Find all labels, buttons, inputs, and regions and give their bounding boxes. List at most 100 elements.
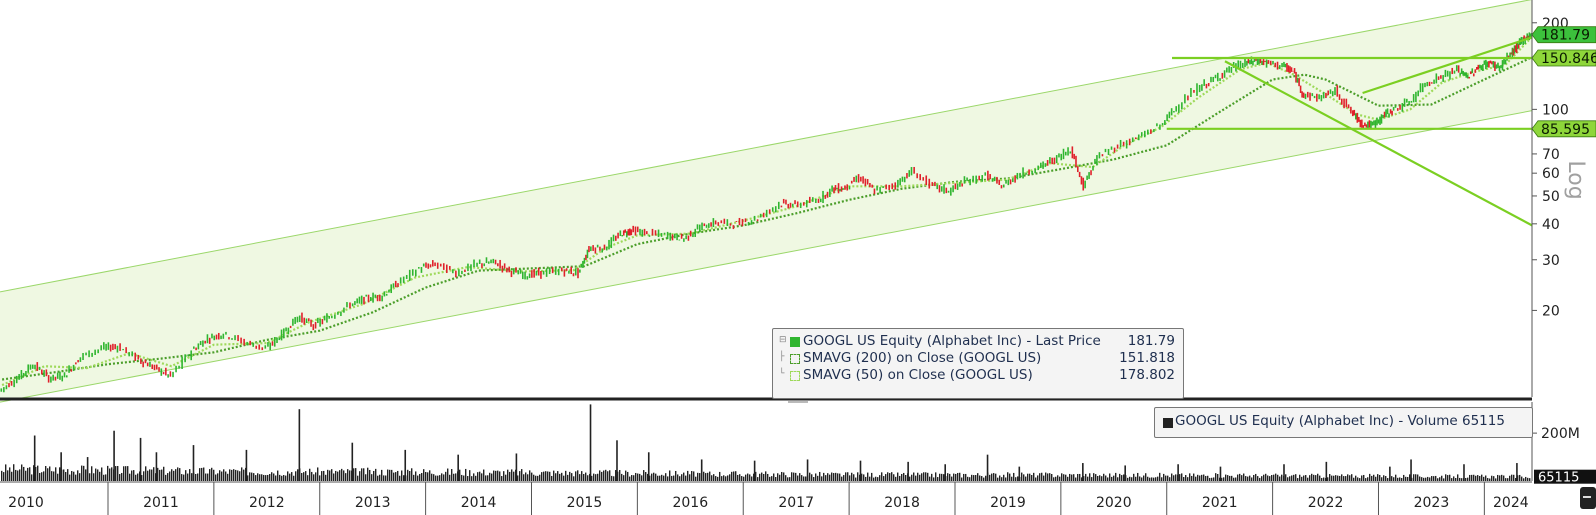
volume-bar	[49, 466, 51, 481]
volume-bar	[117, 465, 119, 481]
volume-bar	[3, 472, 5, 481]
volume-bar	[1485, 475, 1487, 481]
volume-bar	[527, 474, 529, 481]
volume-bar	[327, 469, 329, 481]
volume-bar	[447, 468, 449, 481]
volume-bar	[741, 476, 743, 481]
volume-bar	[693, 471, 695, 481]
volume-bar	[815, 473, 817, 481]
volume-bar	[559, 473, 561, 481]
volume-bar	[269, 474, 271, 481]
volume-bar	[911, 474, 913, 481]
volume-bar	[1475, 475, 1477, 481]
volume-bar	[479, 471, 481, 481]
volume-bar	[1261, 476, 1263, 481]
volume-bar	[1029, 473, 1031, 481]
price-tag-label: 85.595	[1541, 122, 1590, 138]
volume-bar	[1115, 472, 1117, 481]
volume-bar	[315, 472, 317, 481]
volume-bar	[1361, 475, 1363, 481]
legend-row-sma50[interactable]: └ SMAVG (50) on Close (GOOGL US) 178.802	[773, 367, 1183, 384]
volume-bar	[601, 471, 603, 481]
volume-bar	[463, 475, 465, 481]
volume-bar	[575, 471, 577, 481]
volume-bar	[221, 471, 223, 481]
volume-bar	[1057, 475, 1059, 481]
volume-bar	[725, 476, 727, 481]
volume-bar	[489, 472, 491, 481]
volume-spike	[113, 430, 115, 481]
volume-bar	[445, 471, 447, 481]
chart-menu-icon[interactable]	[1580, 487, 1596, 509]
volume-bar	[343, 470, 345, 481]
volume-bar	[449, 474, 451, 481]
volume-spike	[907, 461, 909, 481]
volume-bar	[1513, 474, 1515, 481]
volume-spike	[351, 442, 354, 481]
volume-bar	[769, 476, 771, 481]
volume-bar	[1371, 475, 1373, 481]
volume-bar	[107, 465, 109, 481]
volume-bar	[587, 475, 589, 481]
volume-bar	[461, 474, 463, 481]
regression-channel-fill	[0, 0, 1532, 403]
volume-bar	[261, 474, 263, 481]
volume-bar	[801, 475, 803, 481]
volume-bar	[59, 467, 61, 481]
log-scale-label[interactable]: Log	[1563, 160, 1588, 199]
volume-bar	[1503, 475, 1505, 481]
volume-bar	[71, 471, 73, 481]
volume-bar	[749, 474, 751, 481]
volume-bar	[197, 473, 199, 481]
volume-bar	[247, 475, 249, 481]
volume-bar	[157, 467, 159, 481]
collapse-icon[interactable]: ⊟	[779, 335, 787, 345]
volume-bar	[757, 477, 759, 481]
volume-bar	[585, 472, 587, 481]
volume-bar	[553, 470, 555, 481]
volume-bar	[1045, 472, 1047, 481]
volume-bar	[77, 470, 79, 481]
volume-bar	[737, 474, 739, 481]
volume-bar	[879, 475, 881, 481]
volume-bar	[1133, 473, 1135, 481]
volume-bar	[1381, 477, 1383, 481]
volume-bar	[589, 473, 591, 481]
volume-bar	[825, 475, 827, 481]
volume-bar	[403, 475, 405, 481]
volume-bar	[199, 468, 201, 481]
volume-bar	[1059, 476, 1061, 481]
volume-bar	[1461, 478, 1463, 481]
volume-bar	[265, 475, 267, 481]
volume-bar	[1301, 476, 1303, 481]
volume-bar	[451, 469, 453, 481]
volume-bar	[651, 473, 653, 481]
volume-legend[interactable]: GOOGL US Equity (Alphabet Inc) - Volume …	[1154, 407, 1533, 438]
volume-bar	[1479, 475, 1481, 481]
volume-bar	[645, 472, 647, 481]
volume-bar	[535, 475, 537, 481]
legend-row-sma200[interactable]: ├ SMAVG (200) on Close (GOOGL US) 151.81…	[773, 350, 1183, 367]
volume-bar	[31, 474, 33, 481]
volume-bar	[1279, 476, 1281, 481]
volume-bar	[511, 469, 513, 481]
volume-bar	[385, 475, 387, 481]
volume-bar	[1067, 476, 1069, 481]
volume-bar	[291, 472, 293, 481]
volume-bar	[775, 476, 777, 481]
volume-bar	[505, 474, 507, 481]
volume-bar	[1305, 475, 1307, 481]
legend-row-last-price[interactable]: ⊟ GOOGL US Equity (Alphabet Inc) - Last …	[773, 333, 1183, 350]
volume-bar	[1257, 476, 1259, 481]
volume-bar	[579, 474, 581, 481]
volume-bar	[921, 473, 923, 481]
volume-bar	[1421, 477, 1423, 481]
volume-bar	[1011, 476, 1013, 481]
price-legend[interactable]: ⊟ GOOGL US Equity (Alphabet Inc) - Last …	[772, 328, 1184, 399]
volume-spike	[1177, 464, 1179, 481]
volume-bar	[381, 469, 383, 481]
volume-bar	[135, 474, 137, 481]
volume-bar	[1205, 475, 1207, 481]
volume-bar	[365, 474, 367, 481]
legend-label: SMAVG (50) on Close (GOOGL US)	[803, 367, 1033, 383]
